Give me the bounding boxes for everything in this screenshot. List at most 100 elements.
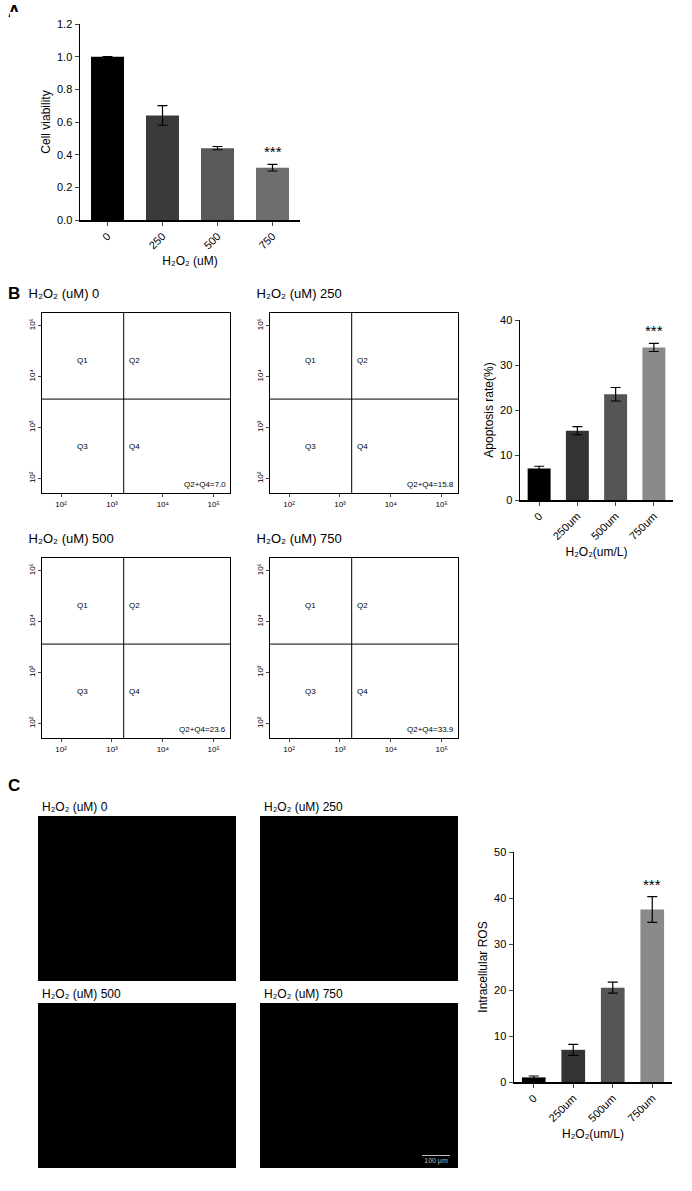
svg-text:10⁴: 10⁴ <box>385 745 398 754</box>
svg-text:H₂O₂(um/L): H₂O₂(um/L) <box>562 1127 624 1141</box>
svg-text:Q3: Q3 <box>77 687 88 696</box>
svg-text:H₂O₂ (uM) 0: H₂O₂ (uM) 0 <box>29 286 100 301</box>
svg-text:500: 500 <box>201 230 222 251</box>
html-text:H₂O₂ (uM) 0: H₂O₂ (uM) 0 <box>42 800 108 814</box>
svg-text:10⁴: 10⁴ <box>157 745 170 754</box>
html-text:A: A <box>8 2 21 21</box>
svg-text:Q1: Q1 <box>305 356 316 365</box>
svg-text:Q4: Q4 <box>357 687 368 696</box>
svg-text:H₂O₂ (uM) 500: H₂O₂ (uM) 500 <box>29 531 114 546</box>
svg-text:H₂O₂(um/L): H₂O₂(um/L) <box>566 545 628 559</box>
svg-text:10²: 10² <box>256 471 265 483</box>
svg-text:10³: 10³ <box>256 665 265 677</box>
svg-text:H₂O₂ (uM) 250: H₂O₂ (uM) 250 <box>257 286 342 301</box>
html-text:H₂O₂ (uM) 750: H₂O₂ (uM) 750 <box>264 987 343 1001</box>
svg-text:10³: 10³ <box>334 500 346 509</box>
svg-text:40: 40 <box>500 314 512 326</box>
svg-text:10⁴: 10⁴ <box>157 500 170 509</box>
svg-text:10³: 10³ <box>28 665 37 677</box>
svg-text:0: 0 <box>532 510 545 523</box>
svg-text:0.0: 0.0 <box>57 214 72 226</box>
svg-text:Q2+Q4=23.6: Q2+Q4=23.6 <box>179 725 226 734</box>
svg-text:10⁴: 10⁴ <box>256 369 265 382</box>
svg-text:750um: 750um <box>627 510 659 542</box>
svg-text:10⁵: 10⁵ <box>256 318 265 330</box>
svg-text:Q4: Q4 <box>357 442 368 451</box>
svg-text:10³: 10³ <box>256 420 265 432</box>
svg-text:Q2+Q4=33.9: Q2+Q4=33.9 <box>407 725 454 734</box>
html-text:H₂O₂ (uM) 250: H₂O₂ (uM) 250 <box>264 800 343 814</box>
svg-text:10⁵: 10⁵ <box>208 500 220 509</box>
svg-text:Q2+Q4=15.8: Q2+Q4=15.8 <box>407 480 454 489</box>
svg-text:10²: 10² <box>55 745 67 754</box>
svg-text:50: 50 <box>494 846 506 858</box>
svg-text:10²: 10² <box>283 745 295 754</box>
svg-text:10²: 10² <box>55 500 67 509</box>
svg-text:10²: 10² <box>28 716 37 728</box>
svg-text:250um: 250um <box>546 1092 578 1124</box>
svg-text:Q3: Q3 <box>77 442 88 451</box>
svg-text:Q2: Q2 <box>129 601 140 610</box>
svg-text:Q2: Q2 <box>357 601 368 610</box>
svg-text:Q2: Q2 <box>357 356 368 365</box>
svg-text:10³: 10³ <box>334 745 346 754</box>
svg-text:750um: 750um <box>625 1092 657 1124</box>
html-text:H₂O₂ (uM) 500: H₂O₂ (uM) 500 <box>42 987 121 1001</box>
svg-text:***: *** <box>643 876 661 893</box>
svg-text:30: 30 <box>494 938 506 950</box>
svg-text:H₂O₂ (uM): H₂O₂ (uM) <box>162 254 217 268</box>
svg-text:20: 20 <box>500 404 512 416</box>
svg-text:***: *** <box>264 143 282 160</box>
svg-text:10⁴: 10⁴ <box>28 369 37 382</box>
svg-text:10⁴: 10⁴ <box>256 614 265 627</box>
svg-text:10³: 10³ <box>28 420 37 432</box>
svg-text:10: 10 <box>494 1030 506 1042</box>
svg-text:0.2: 0.2 <box>57 181 72 193</box>
svg-text:Apoptosis rate(%): Apoptosis rate(%) <box>482 362 496 457</box>
svg-text:10⁵: 10⁵ <box>436 500 448 509</box>
svg-text:0: 0 <box>506 494 512 506</box>
svg-text:Q4: Q4 <box>129 442 140 451</box>
svg-text:10⁵: 10⁵ <box>208 745 220 754</box>
svg-text:Q2+Q4=7.0: Q2+Q4=7.0 <box>184 480 226 489</box>
svg-text:10³: 10³ <box>106 745 118 754</box>
svg-text:10²: 10² <box>28 471 37 483</box>
svg-text:500um: 500um <box>586 1092 618 1124</box>
svg-text:10⁴: 10⁴ <box>385 500 398 509</box>
svg-text:0: 0 <box>526 1092 539 1105</box>
svg-text:10⁵: 10⁵ <box>436 745 448 754</box>
svg-text:10⁵: 10⁵ <box>256 563 265 575</box>
svg-text:0.8: 0.8 <box>57 83 72 95</box>
svg-text:Q1: Q1 <box>77 601 88 610</box>
svg-text:Cell viability: Cell viability <box>39 90 53 153</box>
svg-text:0: 0 <box>100 230 113 243</box>
svg-text:Q1: Q1 <box>305 601 316 610</box>
svg-text:10³: 10³ <box>106 500 118 509</box>
svg-text:250: 250 <box>146 230 167 251</box>
svg-text:H₂O₂ (uM) 750: H₂O₂ (uM) 750 <box>257 531 342 546</box>
svg-text:1.2: 1.2 <box>57 18 72 30</box>
svg-text:250um: 250um <box>550 510 582 542</box>
svg-text:0: 0 <box>500 1076 506 1088</box>
svg-text:500um: 500um <box>589 510 621 542</box>
svg-text:Q2: Q2 <box>129 356 140 365</box>
svg-text:10⁵: 10⁵ <box>28 563 37 575</box>
svg-text:Q1: Q1 <box>77 356 88 365</box>
svg-text:10²: 10² <box>283 500 295 509</box>
svg-text:Q3: Q3 <box>305 687 316 696</box>
svg-text:Q4: Q4 <box>129 687 140 696</box>
svg-text:***: *** <box>645 322 663 339</box>
svg-text:Intracellular ROS: Intracellular ROS <box>476 921 490 1012</box>
svg-text:0.6: 0.6 <box>57 116 72 128</box>
svg-text:40: 40 <box>494 892 506 904</box>
svg-text:Q3: Q3 <box>305 442 316 451</box>
svg-text:10⁵: 10⁵ <box>28 318 37 330</box>
svg-text:10: 10 <box>500 449 512 461</box>
svg-text:10²: 10² <box>256 716 265 728</box>
svg-text:10⁴: 10⁴ <box>28 614 37 627</box>
svg-text:30: 30 <box>500 359 512 371</box>
svg-text:1.0: 1.0 <box>57 51 72 63</box>
svg-text:750: 750 <box>256 230 277 251</box>
svg-text:20: 20 <box>494 984 506 996</box>
svg-text:0.4: 0.4 <box>57 149 72 161</box>
